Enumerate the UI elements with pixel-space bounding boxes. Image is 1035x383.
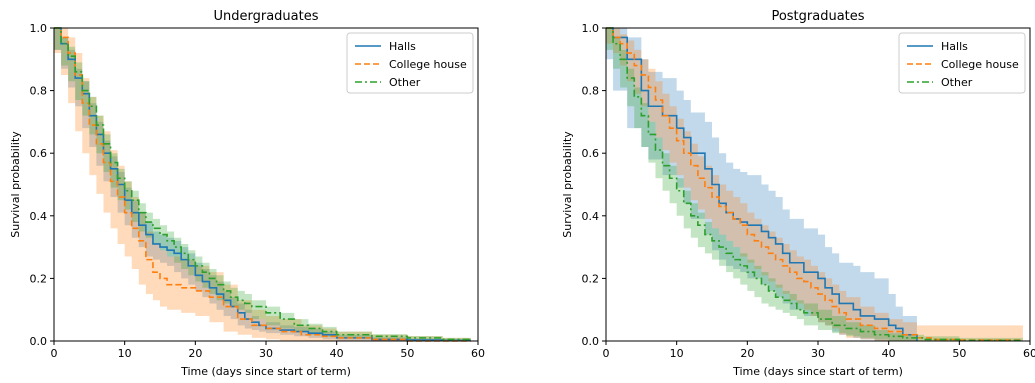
legend-label-college-house: College house [389,58,467,71]
legend-label-other: Other [941,76,973,89]
legend: Halls College house Other [898,32,1026,94]
legend-box [898,32,1026,94]
other-survival-line [54,27,472,341]
x-tick-label: 50 [952,347,966,360]
y-tick-label: 0.0 [30,335,48,348]
legend-box [346,32,474,94]
undergraduates-panel: 0 10 20 30 40 50 60 0.0 0.2 0.4 0.6 0.8 1.0 Undergrad… [9,9,485,378]
halls-confidence-band [606,28,917,341]
y-tick-label: 0.2 [582,272,600,285]
x-tick-label: 30 [259,347,273,360]
postgraduates-panel: 0 10 20 30 40 50 60 0.0 0.2 0.4 0.6 0.8 1.0 Postgradu… [561,9,1035,378]
x-tick-label: 0 [603,347,610,360]
x-tick-label: 60 [471,347,485,360]
halls-survival-line [606,27,918,341]
x-tick-label: 0 [51,347,58,360]
y-axis-label: Survival probability [561,131,574,238]
x-tick-label: 20 [740,347,754,360]
legend-label-halls: Halls [389,40,416,53]
x-tick-label: 40 [882,347,896,360]
y-tick-label: 1.0 [582,22,600,35]
y-tick-label: 0.6 [582,147,600,160]
halls-survival-line [54,27,471,342]
y-tick-label: 1.0 [30,22,48,35]
chart-title: Postgraduates [771,9,864,24]
legend: Halls College house Other [346,32,474,94]
x-axis-label: Time (days since start of term) [180,365,351,378]
other-survival-line [606,27,1023,342]
y-axis-label: Survival probability [9,131,22,238]
y-tick-label: 0.8 [582,85,600,98]
college-house-confidence-band [606,28,1023,341]
x-tick-label: 40 [330,347,344,360]
legend-label-college-house: College house [941,58,1019,71]
x-axis-label: Time (days since start of term) [732,365,903,378]
legend-label-other: Other [389,76,421,89]
y-tick-label: 0.8 [30,85,48,98]
x-tick-label: 60 [1023,347,1035,360]
legend-label-halls: Halls [941,40,968,53]
y-tick-label: 0.6 [30,147,48,160]
y-tick-label: 0.0 [582,335,600,348]
x-tick-label: 10 [118,347,132,360]
x-tick-label: 50 [400,347,414,360]
college-house-confidence-band [54,28,471,341]
college-house-survival-line [606,27,1023,341]
y-tick-label: 0.4 [30,210,48,223]
college-house-survival-line [54,27,471,342]
y-tick-label: 0.2 [30,272,48,285]
x-tick-label: 20 [188,347,202,360]
chart-title: Undergraduates [213,9,318,24]
y-tick-label: 0.4 [582,210,600,223]
x-tick-label: 10 [670,347,684,360]
x-tick-label: 30 [811,347,825,360]
